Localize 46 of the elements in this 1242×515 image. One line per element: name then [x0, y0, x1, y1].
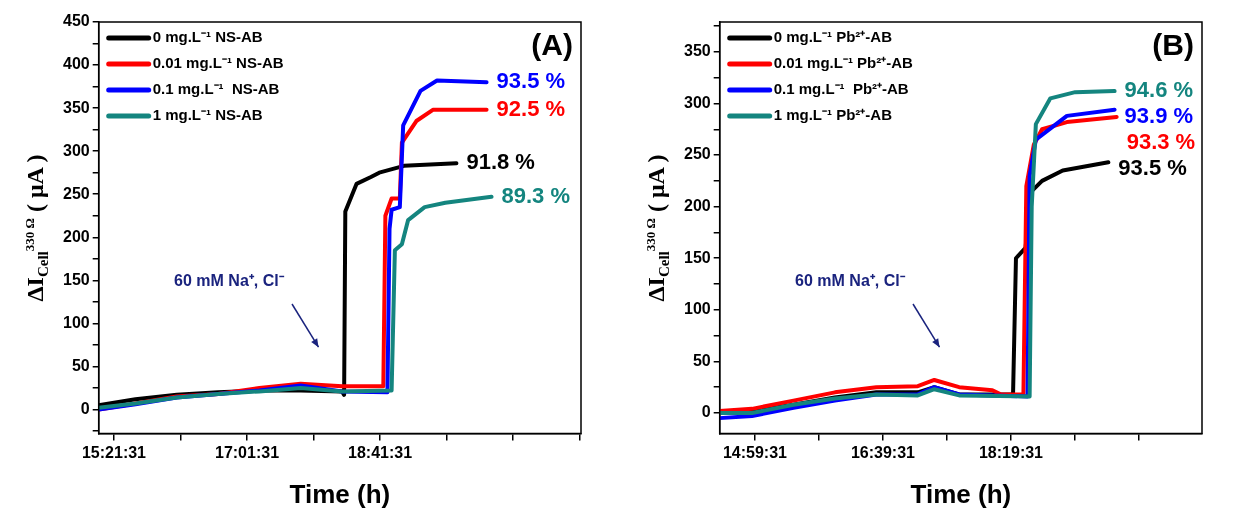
y-tick-label: 250 — [683, 145, 711, 163]
x-axis-title: Time (h) — [289, 478, 391, 509]
x-tick-label: 14:59:31 — [722, 443, 788, 461]
x-axis-title: Time (h) — [910, 478, 1012, 509]
legend-label: 0 mg.L⁻¹ NS-AB — [152, 28, 263, 46]
y-tick-label: 100 — [62, 313, 90, 331]
annotation: 93.9 % — [1124, 103, 1194, 129]
annotation: (A) — [531, 28, 573, 62]
legend-label: 0.01 mg.L⁻¹ Pb²⁺-AB — [773, 54, 914, 72]
x-tick-label: 18:19:31 — [978, 443, 1044, 461]
annotation: 60 mM Na⁺, Cl⁻ — [795, 271, 906, 289]
y-tick-label: 100 — [683, 300, 711, 318]
annotation: (B) — [1152, 28, 1194, 62]
legend-label: 1 mg.L⁻¹ NS-AB — [152, 106, 263, 124]
annotation: 93.5 % — [496, 68, 566, 94]
y-tick-label: 50 — [692, 351, 711, 369]
x-tick-label: 16:39:31 — [850, 443, 916, 461]
legend-label: 0.1 mg.L⁻¹ Pb²⁺-AB — [773, 80, 909, 98]
annotation: 94.6 % — [1124, 77, 1194, 103]
y-tick-label: 200 — [62, 227, 90, 245]
annotation: 93.5 % — [1118, 155, 1187, 181]
y-tick-label: 450 — [62, 12, 90, 30]
y-tick-label: 0 — [80, 399, 90, 417]
x-tick-label: 17:01:31 — [214, 443, 280, 461]
annotation: 93.3 % — [1126, 129, 1196, 155]
legend-label: 1 mg.L⁻¹ Pb²⁺-AB — [773, 106, 893, 124]
x-tick-label: 15:21:31 — [81, 443, 147, 461]
y-tick-label: 350 — [62, 98, 90, 116]
y-tick-label: 350 — [683, 42, 711, 60]
legend-label: 0.01 mg.L⁻¹ NS-AB — [152, 54, 284, 72]
y-tick-label: 150 — [62, 270, 90, 288]
x-tick-label: 18:41:31 — [348, 443, 413, 461]
y-tick-label: 250 — [62, 184, 90, 202]
y-tick-label: 200 — [683, 197, 711, 215]
legend-label: 0 mg.L⁻¹ Pb²⁺-AB — [773, 28, 893, 46]
annotation: 92.5 % — [496, 95, 566, 121]
annotation: 89.3 % — [501, 182, 571, 208]
annotation: 91.8 % — [466, 149, 535, 175]
y-tick-label: 400 — [62, 55, 90, 73]
y-tick-label: 0 — [701, 403, 711, 421]
annotation: 60 mM Na⁺, Cl⁻ — [174, 271, 285, 289]
legend-label: 0.1 mg.L⁻¹ NS-AB — [152, 80, 280, 98]
y-tick-label: 300 — [683, 93, 711, 111]
y-tick-label: 50 — [71, 356, 90, 374]
y-tick-label: 150 — [683, 248, 711, 266]
y-tick-label: 300 — [62, 141, 90, 159]
